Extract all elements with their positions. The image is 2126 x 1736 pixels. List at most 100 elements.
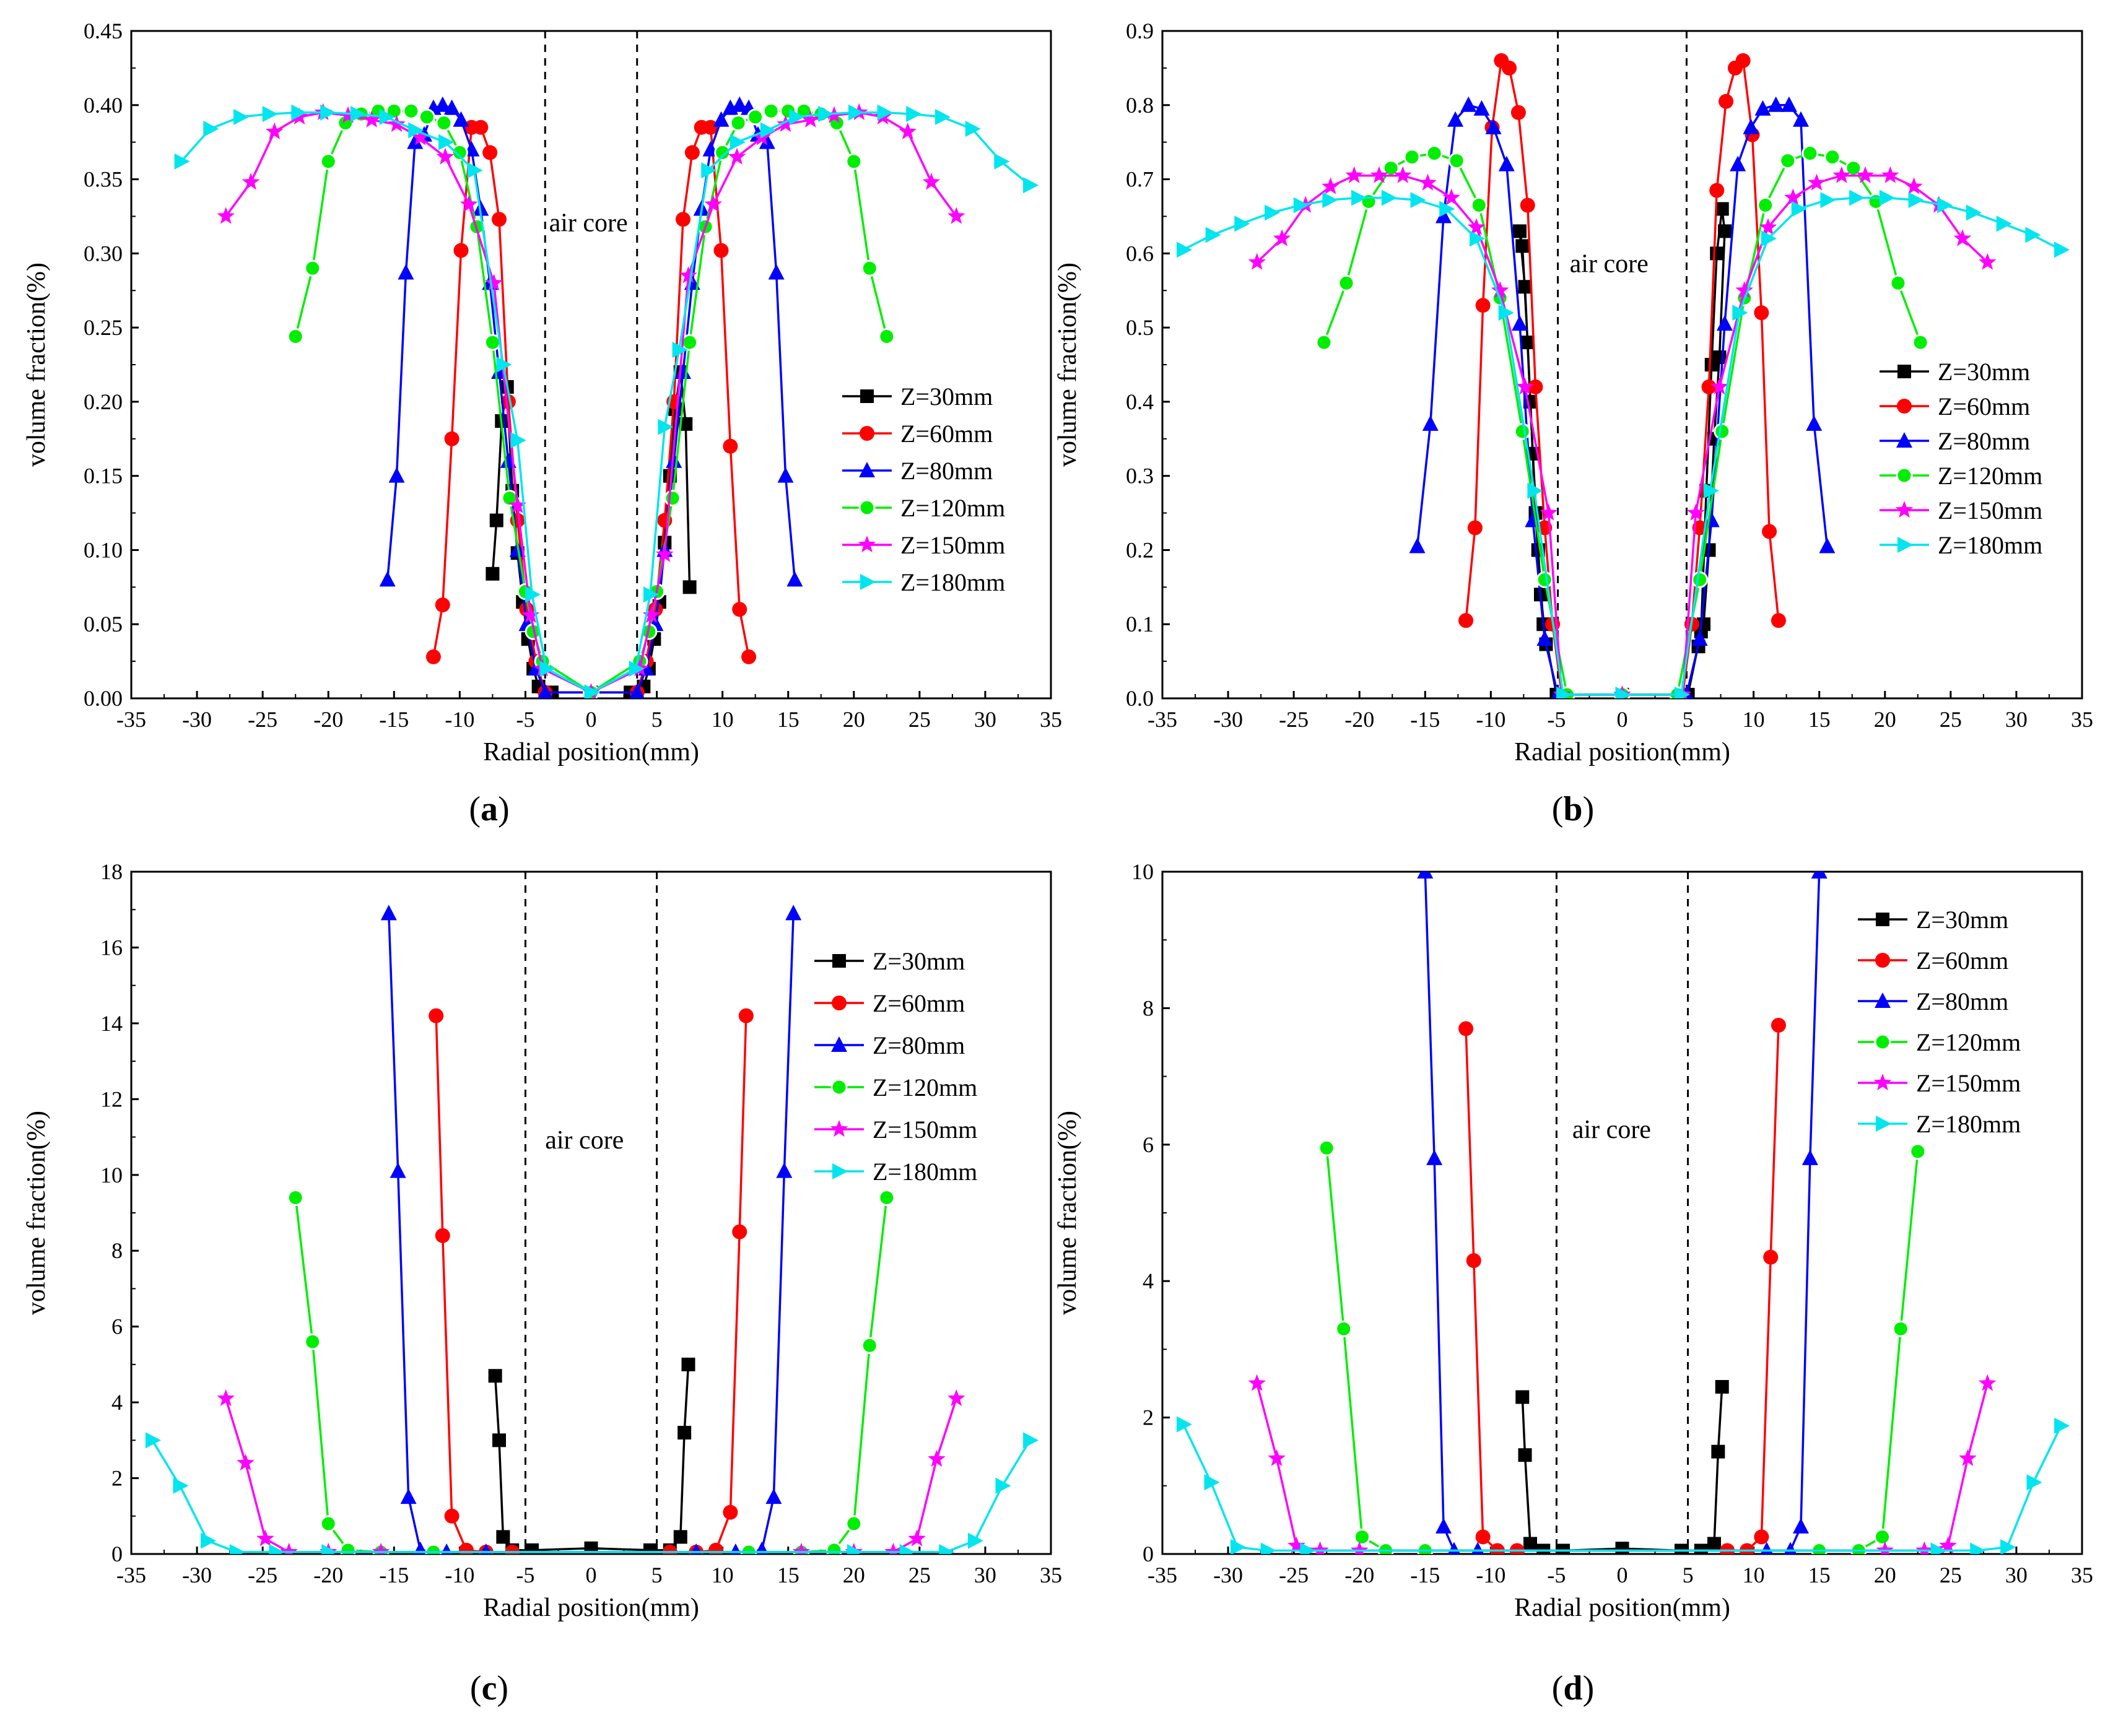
data-point — [435, 1228, 450, 1243]
x-tick-label: 20 — [843, 707, 865, 732]
data-point — [1996, 215, 2012, 232]
x-tick-label: 25 — [908, 707, 931, 732]
data-point — [1556, 687, 1572, 698]
data-point — [1447, 111, 1464, 127]
data-point — [1754, 305, 1769, 321]
x-tick-label: 5 — [651, 707, 663, 732]
data-point — [723, 1504, 738, 1520]
data-point — [436, 147, 455, 165]
x-axis-label: Radial position(mm) — [483, 1594, 699, 1622]
data-point — [1905, 177, 1923, 194]
data-point — [1701, 379, 1717, 394]
chart-panel-a: -35 -30 -25 -20 -15 -10 -5 0 5 10 15 20 25 30 35 0.00 0.… — [22, 19, 1062, 828]
y-tick-label: 6 — [1143, 1132, 1154, 1157]
legend-marker — [1874, 1033, 1891, 1051]
legend-label: Z=150mm — [1938, 497, 2042, 524]
x-tick-label: 5 — [1683, 707, 1694, 732]
y-tick-label: 2 — [1143, 1405, 1154, 1430]
data-point — [1754, 100, 1771, 116]
data-point — [730, 134, 746, 150]
data-point — [682, 580, 697, 594]
y-tick-label: 8 — [1143, 996, 1154, 1020]
data-point — [684, 145, 700, 160]
legend-label: Z=120mm — [1938, 462, 2042, 490]
y-tick-label: 0.6 — [1126, 241, 1154, 266]
data-point — [1394, 166, 1412, 183]
x-tick-label: 10 — [1743, 707, 1765, 732]
data-point — [1204, 1474, 1220, 1491]
legend-label: Z=30mm — [900, 383, 993, 410]
x-tick-label: 0 — [586, 707, 597, 732]
x-tick-label: 30 — [2005, 1563, 2028, 1587]
data-point — [1248, 1374, 1266, 1391]
data-point — [965, 121, 981, 137]
data-point — [785, 905, 802, 921]
x-tick-label: -15 — [1410, 1563, 1440, 1587]
series-layer — [145, 905, 1039, 1554]
data-point — [967, 1532, 983, 1549]
data-point — [1485, 118, 1502, 134]
series-line — [494, 1364, 690, 1552]
x-tick-label: -30 — [182, 707, 212, 732]
data-point — [1513, 224, 1527, 238]
data-point — [1735, 53, 1751, 68]
data-point — [1771, 1017, 1786, 1033]
data-point — [1819, 537, 1836, 553]
data-point — [584, 684, 600, 698]
x-tick-label: 0 — [1617, 707, 1628, 732]
data-point — [380, 905, 397, 921]
data-point — [1442, 188, 1460, 206]
data-point — [703, 119, 718, 135]
data-point — [1265, 204, 1281, 221]
legend-marker — [1875, 953, 1890, 968]
series-line — [1325, 1148, 1919, 1552]
data-point — [762, 102, 780, 119]
x-tick-label: 35 — [1040, 1563, 1062, 1587]
legend-label: Z=60mm — [873, 989, 965, 1017]
series-line — [225, 111, 957, 694]
data-point — [681, 1357, 695, 1371]
air-core-annotation: air core — [1570, 250, 1649, 278]
y-tick-label: 0.35 — [84, 167, 123, 192]
data-point — [363, 110, 381, 128]
legend-label: Z=80mm — [900, 457, 993, 485]
y-tick-label: 0.9 — [1126, 19, 1154, 43]
data-point — [1518, 280, 1532, 294]
legend-label: Z=30mm — [873, 947, 965, 975]
x-tick-label: 5 — [651, 1563, 663, 1587]
x-tick-label: 10 — [712, 1563, 734, 1587]
data-point — [755, 1541, 769, 1554]
series-line — [1424, 872, 1821, 1552]
data-point — [723, 438, 738, 454]
data-point — [425, 649, 441, 664]
data-point — [1674, 687, 1690, 698]
legend-label: Z=120mm — [1916, 1028, 2021, 1056]
legend-marker — [860, 426, 874, 441]
data-point — [1691, 630, 1708, 646]
x-axis-label: Radial position(mm) — [1514, 738, 1730, 766]
x-tick-label: -5 — [1547, 1563, 1566, 1587]
data-point — [629, 661, 645, 677]
air-core-annotation: air core — [549, 209, 628, 237]
data-point — [174, 153, 190, 170]
x-tick-label: -35 — [1148, 707, 1177, 732]
x-tick-label: 25 — [1940, 1563, 1962, 1587]
data-point — [948, 207, 965, 224]
x-tick-label: -10 — [1476, 707, 1505, 732]
data-point — [1176, 1416, 1192, 1433]
data-point — [1335, 1320, 1353, 1337]
data-point — [1930, 1542, 1946, 1554]
x-tick-label: -30 — [1213, 707, 1243, 732]
data-point — [777, 115, 795, 132]
x-tick-label: 0 — [586, 1563, 597, 1587]
y-tick-label: 0 — [111, 1542, 123, 1566]
data-point — [629, 684, 645, 698]
data-point — [1711, 1444, 1725, 1459]
series-line — [151, 1439, 1031, 1553]
data-point — [496, 1530, 510, 1544]
legend-marker — [832, 954, 846, 968]
data-point — [1970, 1542, 1986, 1554]
data-point — [1806, 415, 1823, 431]
data-point — [1824, 149, 1841, 166]
